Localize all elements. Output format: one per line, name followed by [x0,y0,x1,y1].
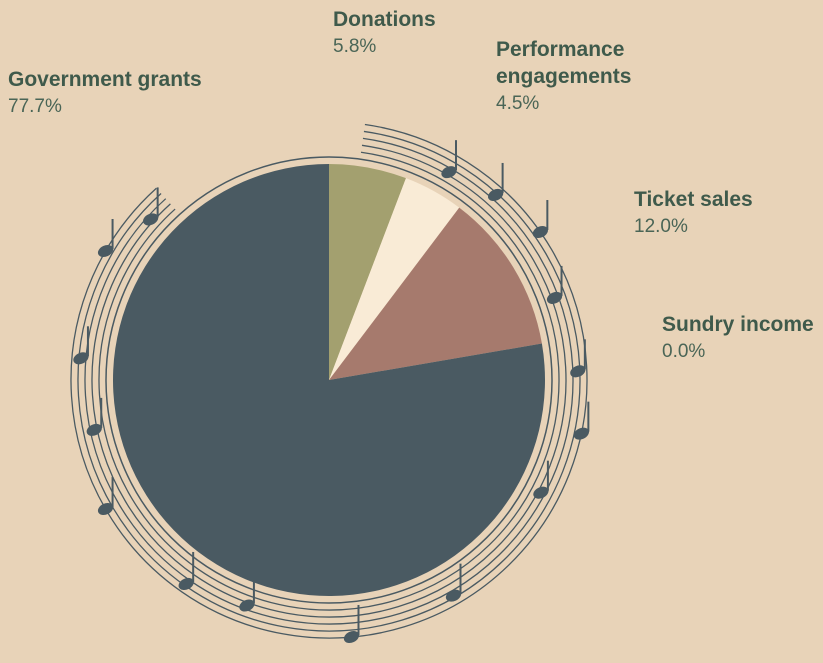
value-label: 4.5% [496,90,676,117]
value-label: 0.0% [662,338,823,365]
category-name: Sundry income [662,311,823,338]
value-label: 77.7% [8,93,268,120]
page: Donations5.8%Performance engagements4.5%… [0,0,823,663]
category-name: Donations [333,6,533,33]
value-label: 12.0% [634,213,814,240]
pie [113,164,545,596]
category-name: Government grants [8,66,268,93]
category-name: Ticket sales [634,186,814,213]
category-name: Performance engagements [496,36,676,90]
